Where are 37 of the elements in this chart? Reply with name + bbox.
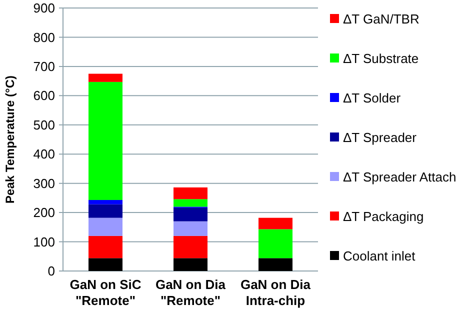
- bar: [258, 218, 292, 230]
- bar: [174, 258, 208, 271]
- bar: [88, 236, 122, 258]
- bar: [88, 200, 122, 204]
- bar: [258, 258, 292, 271]
- y-tick-label: 500: [33, 117, 55, 132]
- legend-label: ΔT Substrate: [343, 51, 419, 66]
- y-tick-label: 0: [48, 264, 55, 279]
- y-tick-label: 300: [33, 176, 55, 191]
- bar: [174, 199, 208, 207]
- bar: [174, 187, 208, 200]
- x-tick-label: GaN on Dia Intra-chip: [240, 277, 312, 308]
- y-tick-label: 200: [33, 205, 55, 220]
- legend-label: Coolant inlet: [343, 248, 416, 264]
- bar: [88, 74, 122, 82]
- legend-label: ΔT Packaging: [343, 209, 424, 224]
- y-tick-label: 100: [33, 234, 55, 250]
- bar: [88, 204, 122, 218]
- y-tick-label: 400: [33, 146, 55, 162]
- bar: [258, 229, 292, 258]
- legend-label: ΔT Spreader Attach: [343, 170, 456, 185]
- legend-label: ΔT Spreader: [343, 130, 418, 146]
- legend-label: ΔT Solder: [343, 90, 402, 106]
- y-tick-label: 900: [33, 0, 55, 16]
- y-axis-title: Peak Temperature (°C): [3, 76, 17, 204]
- x-tick-label: GaN on SiC "Remote": [70, 277, 142, 308]
- bar: [88, 82, 122, 200]
- bar: [88, 218, 122, 236]
- bar: [174, 236, 208, 258]
- y-tick-label: 600: [33, 88, 55, 104]
- y-tick-label: 700: [33, 58, 55, 74]
- bar: [174, 221, 208, 236]
- bar: [88, 258, 122, 271]
- bar: [174, 208, 208, 222]
- legend-label: ΔT GaN/TBR: [343, 12, 420, 27]
- y-tick-label: 800: [33, 30, 55, 45]
- x-tick-label: GaN on Dia "Remote": [155, 277, 226, 308]
